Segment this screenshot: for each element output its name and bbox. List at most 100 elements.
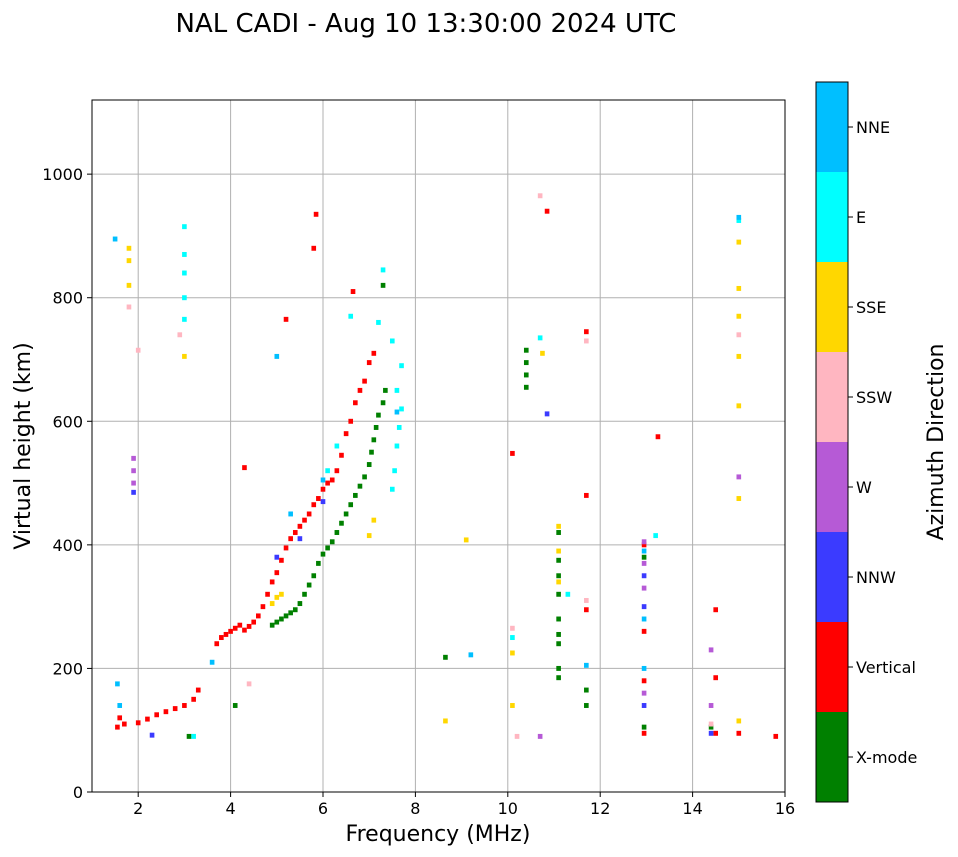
data-point [641, 573, 647, 579]
data-point [556, 631, 561, 637]
colorbar-swatch [816, 622, 848, 712]
data-point [246, 681, 252, 687]
data-point [366, 533, 372, 539]
data-point [389, 338, 395, 344]
data-point [736, 218, 742, 223]
colorbar-tick-label: Vertical [856, 658, 916, 677]
data-point [112, 236, 118, 242]
data-point [584, 703, 589, 708]
data-point [713, 675, 719, 681]
data-point [334, 530, 340, 535]
data-point [246, 623, 252, 629]
colorbar-tick-label: X-mode [856, 748, 917, 767]
data-point [191, 733, 196, 739]
data-point [242, 627, 247, 633]
data-point [288, 511, 293, 517]
data-point [584, 338, 589, 344]
data-point [186, 733, 192, 739]
data-point [242, 465, 247, 471]
data-point [269, 601, 275, 607]
data-point [269, 622, 275, 628]
data-point [394, 387, 400, 393]
data-point [443, 718, 448, 724]
data-point [510, 703, 515, 708]
data-point [523, 360, 529, 366]
data-point [126, 258, 132, 264]
data-point [641, 628, 647, 634]
y-axis-ticks: 0 200 400 600 800 1000 [42, 165, 92, 802]
series-ssw [126, 193, 742, 739]
y-tick-label: 1000 [42, 165, 83, 184]
data-point [371, 350, 377, 356]
data-point [325, 468, 330, 474]
data-point [131, 468, 136, 474]
data-point [399, 406, 404, 412]
plot-area [92, 100, 785, 792]
data-points [112, 193, 779, 739]
data-point [329, 539, 335, 545]
data-point [641, 560, 647, 566]
data-point [283, 613, 289, 619]
data-point [329, 477, 335, 483]
data-point [556, 665, 561, 671]
data-point [443, 654, 448, 660]
data-point [641, 678, 647, 684]
data-point [641, 548, 647, 554]
data-point [463, 537, 469, 543]
data-point [399, 363, 404, 369]
data-point [708, 647, 714, 653]
data-point [182, 353, 187, 359]
data-point [584, 662, 589, 668]
data-point [339, 452, 344, 458]
data-point [223, 631, 229, 637]
data-point [279, 616, 284, 622]
data-point [514, 733, 520, 739]
data-point [556, 530, 561, 535]
data-point [311, 502, 317, 508]
data-point [279, 557, 284, 563]
data-point [584, 597, 589, 603]
data-point [736, 214, 742, 220]
data-point [209, 659, 215, 665]
colorbar-tick-label: SSE [856, 298, 886, 317]
data-point [357, 387, 363, 393]
data-point [115, 724, 120, 730]
data-point [736, 474, 742, 480]
colorbar-frame [815, 81, 849, 803]
colorbar-tick-label: W [856, 478, 872, 497]
colorbar-tick-label: NNE [856, 118, 890, 137]
data-point [708, 724, 714, 730]
data-point [302, 591, 307, 597]
data-point [371, 437, 377, 443]
data-point [283, 545, 289, 551]
data-point [306, 582, 312, 588]
data-point [297, 601, 303, 607]
colorbar-tick-label: E [856, 208, 866, 227]
data-point [283, 316, 289, 322]
data-point [376, 319, 381, 325]
data-point [274, 554, 280, 560]
data-point [556, 523, 561, 529]
data-point [556, 579, 561, 585]
data-point [556, 616, 561, 622]
data-point [353, 400, 358, 406]
data-point [584, 687, 589, 693]
x-axis-ticks: 2 4 6 8 10 12 14 16 [133, 792, 795, 818]
x-tick-label: 6 [318, 799, 328, 818]
data-point [736, 496, 742, 501]
plot-frame [91, 99, 786, 793]
data-point [288, 610, 293, 616]
data-point [641, 730, 647, 736]
data-point [641, 604, 647, 610]
data-point [334, 443, 340, 449]
data-point [380, 282, 386, 288]
data-point [468, 652, 474, 658]
data-point [182, 224, 187, 230]
y-axis-label: Virtual height (km) [11, 342, 36, 549]
data-point [191, 696, 196, 702]
y-tick-label: 0 [73, 783, 83, 802]
data-point [392, 468, 397, 474]
data-point [182, 251, 187, 257]
data-point [126, 245, 132, 251]
